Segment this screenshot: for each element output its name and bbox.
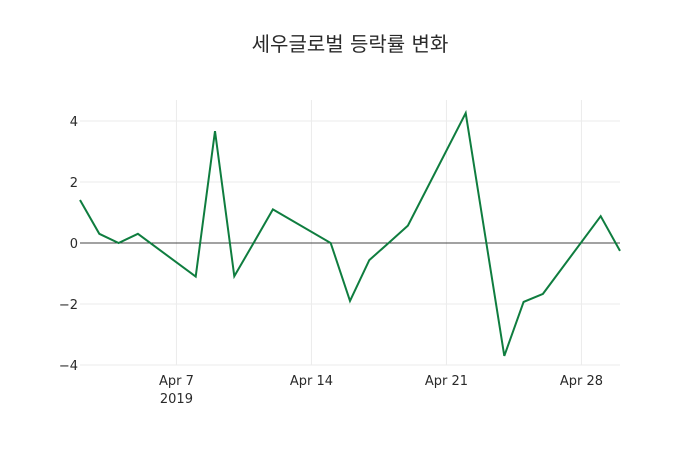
- x-tick-year-label: 2019: [160, 392, 193, 407]
- x-axis-ticks: Apr 7 2019 Apr 14 Apr 21 Apr 28: [159, 374, 603, 407]
- y-tick-label: 0: [70, 237, 78, 252]
- x-tick-label: Apr 28: [560, 374, 603, 389]
- y-tick-label: 4: [70, 115, 78, 130]
- grid-lines: [80, 100, 620, 366]
- y-tick-label: −4: [59, 359, 78, 374]
- x-tick-label: Apr 7: [159, 374, 194, 389]
- y-axis-ticks: 4 2 0 −2 −4: [59, 115, 78, 374]
- series-line: [79, 109, 621, 357]
- x-tick-label: Apr 21: [425, 374, 468, 389]
- chart-title: 세우글로벌 등락률 변화: [251, 32, 449, 56]
- y-tick-label: 2: [70, 176, 78, 191]
- y-tick-label: −2: [59, 298, 78, 313]
- x-tick-label: Apr 14: [290, 374, 333, 389]
